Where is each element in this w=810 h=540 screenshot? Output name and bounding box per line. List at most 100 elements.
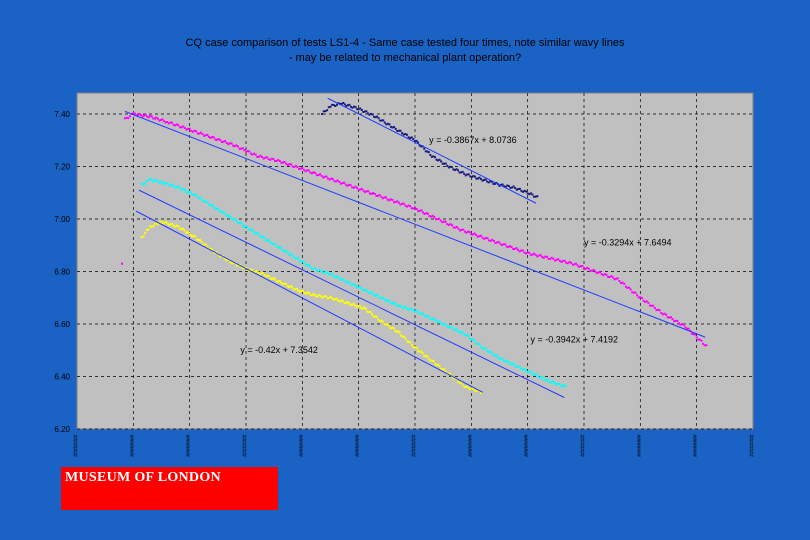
data-point <box>511 186 514 189</box>
y-tick-label: 6.60 <box>54 320 70 329</box>
data-point <box>383 121 386 124</box>
data-point <box>349 184 352 187</box>
data-point <box>355 286 358 289</box>
data-point <box>539 254 542 257</box>
data-point <box>294 288 297 291</box>
data-point <box>446 223 449 226</box>
data-point <box>332 275 335 278</box>
data-point <box>283 250 286 253</box>
data-point <box>215 207 218 210</box>
data-point <box>368 192 371 195</box>
data-point <box>376 115 379 118</box>
data-point <box>171 183 174 186</box>
data-point <box>466 173 469 176</box>
data-point <box>335 297 338 300</box>
data-point <box>201 199 204 202</box>
data-point <box>132 112 135 115</box>
data-point <box>610 275 613 278</box>
data-point <box>246 226 249 229</box>
data-point <box>158 181 161 184</box>
data-point <box>317 294 320 297</box>
data-point <box>549 257 552 260</box>
data-point <box>223 257 226 260</box>
data-point <box>192 193 195 196</box>
x-tick-label: ######## <box>128 435 134 457</box>
data-point <box>291 165 294 168</box>
data-point <box>358 304 361 307</box>
data-point <box>386 122 389 125</box>
data-point <box>372 192 375 195</box>
data-point <box>558 382 561 385</box>
data-point <box>383 298 386 301</box>
data-point <box>364 288 367 291</box>
data-point <box>414 310 416 313</box>
data-point <box>369 112 372 115</box>
data-point <box>304 170 307 173</box>
data-point <box>472 338 475 341</box>
data-point <box>437 320 440 323</box>
data-point <box>640 296 643 299</box>
data-point <box>584 267 587 270</box>
data-point <box>525 252 528 255</box>
data-point <box>127 117 130 120</box>
data-point <box>229 215 232 218</box>
data-point <box>471 233 474 236</box>
data-point <box>331 103 334 106</box>
data-point <box>384 299 387 302</box>
data-point <box>206 133 209 136</box>
data-point <box>255 232 258 235</box>
data-point <box>427 151 430 154</box>
data-point <box>261 156 264 159</box>
data-point <box>403 335 406 338</box>
data-point <box>315 295 318 298</box>
data-point <box>335 103 338 106</box>
data-point <box>367 311 370 314</box>
data-point <box>353 105 356 108</box>
data-point <box>536 375 539 378</box>
data-point <box>390 326 393 329</box>
data-point <box>341 299 344 302</box>
data-point <box>224 140 227 143</box>
data-point <box>457 227 460 230</box>
data-point <box>483 237 486 240</box>
data-point <box>241 224 244 227</box>
data-point <box>161 118 164 121</box>
data-point <box>301 260 304 263</box>
data-point <box>435 320 438 323</box>
data-point <box>599 271 602 274</box>
data-point <box>426 315 429 318</box>
data-point <box>373 192 376 195</box>
chart-subtitle: - may be related to mechanical plant ope… <box>288 52 522 64</box>
data-point <box>147 179 150 182</box>
data-point <box>547 379 550 382</box>
data-point <box>467 387 470 390</box>
data-point <box>277 158 280 161</box>
data-point <box>234 218 237 221</box>
data-point <box>245 266 247 269</box>
data-point <box>296 166 299 169</box>
data-point <box>343 181 346 184</box>
data-point <box>404 337 407 340</box>
data-point <box>320 174 323 177</box>
trendline-equation: y = -0.3942x + 7.4192 <box>530 334 618 344</box>
data-point <box>379 119 382 122</box>
data-point <box>437 159 440 162</box>
data-point <box>409 136 412 139</box>
data-point <box>624 285 627 288</box>
data-point <box>499 242 502 245</box>
data-point <box>375 315 378 318</box>
data-point <box>351 284 354 287</box>
data-point <box>169 223 172 226</box>
y-tick-label: 6.40 <box>54 373 70 382</box>
data-point <box>700 339 703 342</box>
data-point <box>307 292 310 295</box>
data-point <box>214 207 217 210</box>
data-point <box>301 289 304 292</box>
data-point <box>354 185 357 188</box>
data-point <box>217 207 220 210</box>
data-point <box>435 158 438 161</box>
data-point <box>397 201 400 204</box>
data-point <box>657 308 660 311</box>
data-point <box>283 282 286 285</box>
data-point <box>405 133 408 136</box>
